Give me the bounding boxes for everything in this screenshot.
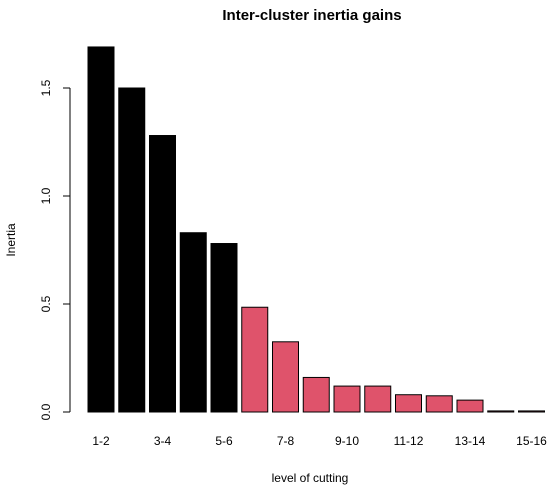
x-tick-label: 1-2 (92, 434, 110, 448)
bar-5-6 (210, 243, 238, 413)
x-tick-labels: 1-2 3-4 5-6 7-8 9-10 11-12 13-14 15-16 (92, 434, 547, 448)
bar-7-8 (272, 341, 299, 413)
y-tick-label: 1.0 (39, 187, 53, 204)
y-tick-label: 0.5 (39, 295, 53, 312)
bar-10-11 (364, 385, 392, 413)
bar-6-7 (241, 306, 269, 413)
x-tick-label: 3-4 (154, 434, 172, 448)
bar-4-5 (179, 232, 207, 413)
bar-13-14 (456, 399, 484, 413)
bar-8-9 (302, 376, 330, 413)
y-axis-label: Inertia (4, 223, 18, 257)
bar-9-10 (333, 385, 361, 413)
x-tick-label: 11-12 (394, 434, 424, 448)
bar-14-15 (487, 410, 515, 413)
bar-11-12 (395, 394, 422, 413)
bars-group (87, 46, 545, 413)
bar-2-3 (118, 87, 146, 413)
x-axis-label: level of cutting (272, 471, 349, 485)
chart-title: Inter-cluster inertia gains (222, 7, 401, 24)
y-tick-label: 0.0 (39, 403, 53, 420)
bar-15-16 (518, 410, 545, 413)
x-tick-label: 9-10 (335, 434, 359, 448)
bar-1-2 (87, 46, 115, 413)
bar-3-4 (149, 135, 176, 413)
x-tick-label: 15-16 (516, 434, 547, 448)
x-tick-label: 7-8 (277, 434, 295, 448)
x-tick-label: 5-6 (215, 434, 233, 448)
bar-12-13 (425, 395, 453, 413)
y-tick-label: 1.5 (39, 79, 53, 96)
y-axis: 0.0 0.5 1.0 1.5 (39, 79, 71, 420)
x-tick-label: 13-14 (455, 434, 486, 448)
